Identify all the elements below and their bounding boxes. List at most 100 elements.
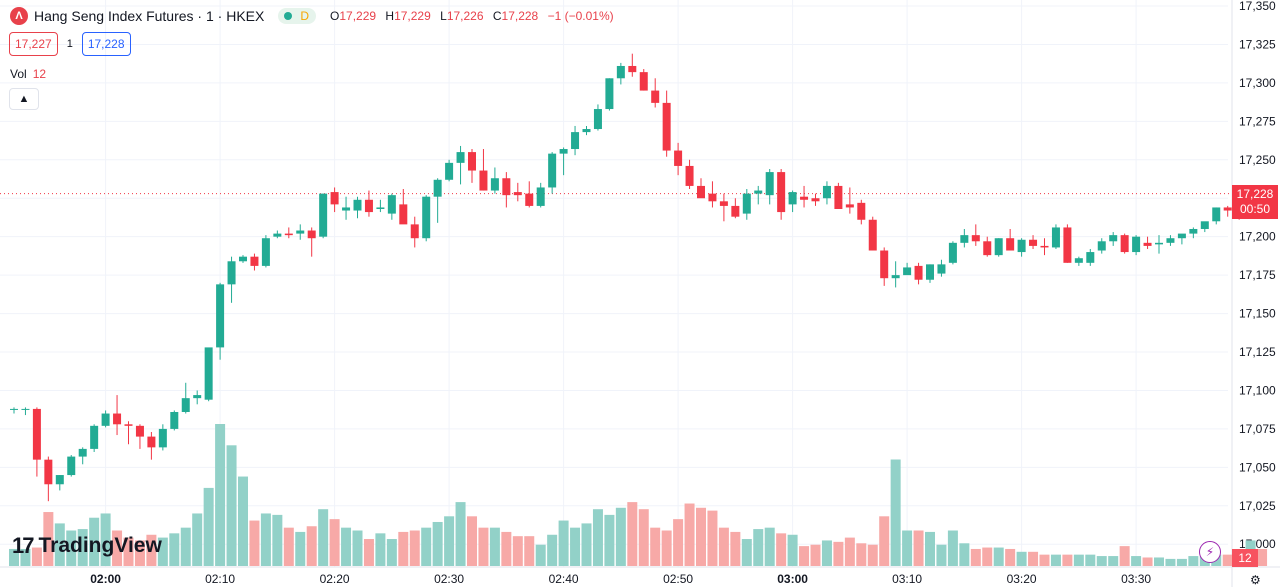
candle-body <box>1166 238 1175 243</box>
volume-bar <box>925 531 935 566</box>
candle-body <box>181 398 190 412</box>
candle-body <box>536 187 545 206</box>
volume-bar <box>581 523 592 566</box>
volume-bar <box>592 509 603 566</box>
ohlc-values: O17,229 H17,229 L17,226 C17,228 −1 (−0.0… <box>330 9 620 23</box>
candle-body <box>559 149 568 154</box>
candle-body <box>1212 207 1221 222</box>
volume-bar <box>627 502 638 566</box>
volume-legend: Vol 12 <box>10 67 46 81</box>
volume-bar <box>913 530 924 566</box>
candle-body <box>777 172 786 213</box>
volume-bar <box>547 534 558 566</box>
volume-bar <box>421 527 432 566</box>
volume-bar <box>43 512 54 566</box>
lightning-icon[interactable]: ⚡ <box>1199 541 1221 563</box>
candle-body <box>376 207 385 209</box>
candle-body <box>639 72 648 91</box>
x-axis-tick-label: 02:50 <box>663 572 693 586</box>
candle-body <box>1017 239 1026 253</box>
hkex-logo-icon: Λ <box>10 7 28 25</box>
tradingview-watermark: 17 TradingView <box>12 533 162 559</box>
volume-bar <box>341 527 352 566</box>
candle-body <box>788 192 797 205</box>
volume-bar <box>1005 548 1016 566</box>
volume-bar <box>810 544 821 566</box>
candle-body <box>880 250 889 279</box>
candle-body <box>490 178 499 191</box>
volume-bar <box>157 537 168 566</box>
volume-bar <box>89 517 100 566</box>
volume-bar <box>524 536 535 566</box>
candle-body <box>525 193 534 206</box>
volume-bar <box>558 520 569 566</box>
candle-body <box>239 256 247 262</box>
chevron-up-icon: ▲ <box>18 93 30 105</box>
volume-bar <box>650 527 661 566</box>
volume-bar <box>9 548 19 566</box>
y-axis-tick-label: 17,200 <box>1239 230 1276 244</box>
y-axis-tick-label: 17,075 <box>1239 422 1276 436</box>
volume-bar <box>100 513 111 566</box>
volume-bar <box>684 503 695 566</box>
volume-bar <box>959 543 970 566</box>
volume-bar <box>1050 554 1061 566</box>
last-price-value: 17,228 <box>1236 186 1274 201</box>
candle-body <box>158 428 167 448</box>
volume-bar <box>112 530 123 566</box>
volume-bar <box>890 459 901 566</box>
y-axis-tick-label: 17,300 <box>1239 76 1276 90</box>
volume-bar <box>604 514 615 566</box>
buy-button[interactable]: 17,228 <box>81 32 131 56</box>
candle-body <box>502 178 511 196</box>
candle-body <box>67 456 76 476</box>
volume-bar <box>203 487 214 566</box>
volume-bar <box>180 527 191 566</box>
volume-bar <box>856 543 867 566</box>
y-axis-tick-label: 17,150 <box>1239 307 1276 321</box>
volume-bar <box>741 539 752 566</box>
volume-bar <box>1108 556 1119 566</box>
candle-body <box>1189 228 1198 234</box>
candle-body <box>937 264 946 274</box>
candle-body <box>605 78 614 110</box>
candle-body <box>1051 227 1060 248</box>
volume-bar <box>318 509 329 566</box>
market-status-indicator[interactable]: D <box>278 8 317 24</box>
candle-body <box>628 65 637 73</box>
market-open-dot-icon <box>284 12 293 20</box>
candle-body <box>204 347 213 400</box>
volume-bar <box>947 530 958 566</box>
volume-bar <box>478 527 489 566</box>
candle-body <box>147 436 156 448</box>
settings-icon[interactable]: ⚙ <box>1250 573 1261 587</box>
sell-button[interactable]: 17,227 <box>9 32 58 56</box>
candle-body <box>1086 252 1095 263</box>
volume-bar <box>489 527 500 566</box>
volume-bar <box>123 537 134 566</box>
volume-bar <box>993 547 1004 566</box>
candle-body <box>765 172 774 196</box>
volume-bar <box>409 530 420 566</box>
candle-body <box>571 132 580 150</box>
volume-bar <box>1073 554 1084 566</box>
symbol-title[interactable]: Hang Seng Index Futures · 1 · HKEX <box>34 8 265 24</box>
volume-bar <box>249 520 260 566</box>
volume-bar <box>512 536 523 566</box>
low-label: L <box>440 9 447 23</box>
volume-bar <box>535 544 546 566</box>
volume-bar <box>615 507 626 566</box>
volume-bar <box>66 530 77 566</box>
close-label: C <box>492 9 502 23</box>
x-axis-tick-label: 02:00 <box>90 572 121 586</box>
y-axis-tick-label: 17,100 <box>1239 383 1276 397</box>
collapse-legend-button[interactable]: ▲ <box>9 88 39 110</box>
volume-bar <box>730 531 741 566</box>
y-axis-tick-label: 17,325 <box>1239 37 1276 51</box>
candle-body <box>1120 235 1129 253</box>
candle-body <box>284 233 293 236</box>
candle-body <box>364 199 373 213</box>
volume-bar <box>295 531 306 566</box>
candle-body <box>1097 241 1106 251</box>
